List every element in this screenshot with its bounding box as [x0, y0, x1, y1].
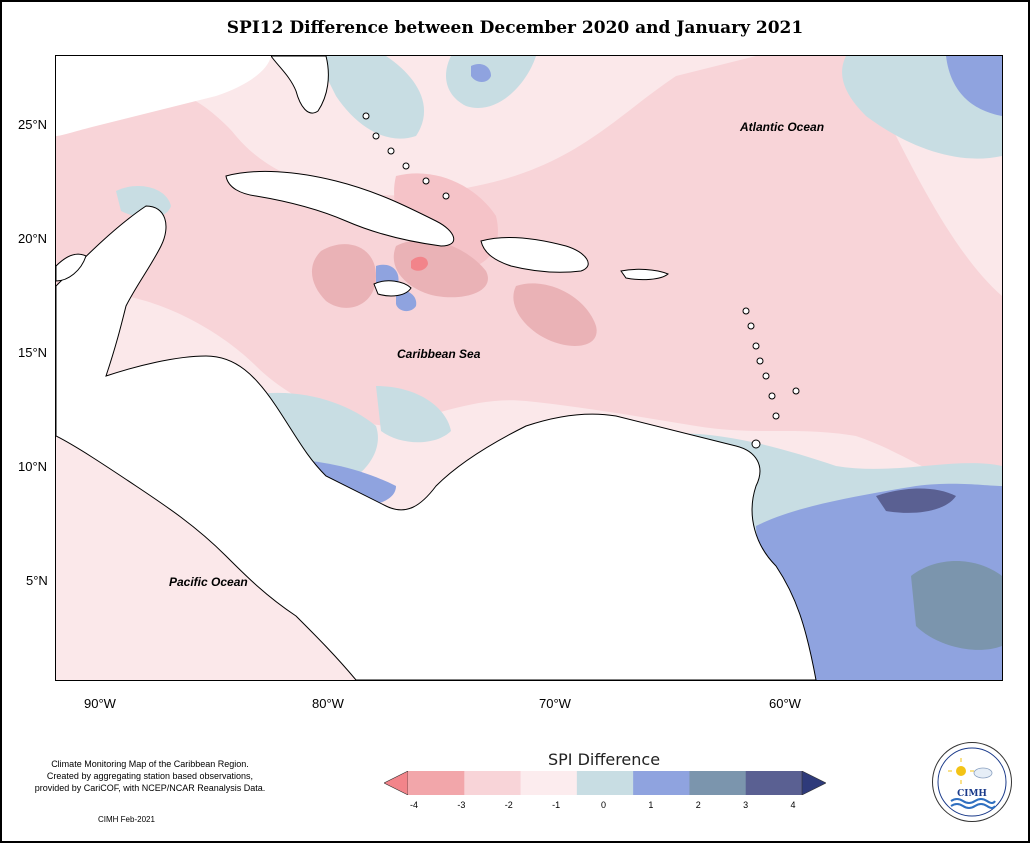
lat-label-5: 5°N — [26, 573, 48, 588]
logo-text: CIMH — [957, 789, 987, 799]
land-yucatan-tip — [56, 253, 87, 282]
credits-line-1: Climate Monitoring Map of the Caribbean … — [51, 759, 249, 769]
legend-segment — [633, 771, 690, 795]
legend-tick-label: 3 — [743, 800, 749, 810]
legend-arrow-right — [801, 771, 826, 795]
spi-field-plus-1a — [946, 56, 1002, 116]
cimh-emblem-icon — [937, 747, 1007, 817]
credits-line-2: Created by aggregating station based obs… — [46, 771, 254, 781]
land-jamaica — [373, 280, 412, 297]
legend-tick-label: -2 — [504, 800, 513, 810]
legend-arrow-left — [384, 771, 409, 795]
spi-field-plus-0a — [316, 56, 425, 139]
spi-field-plus-1b — [471, 64, 491, 82]
spi-field-plus-1e — [396, 290, 417, 312]
map-title: SPI12 Difference between December 2020 a… — [226, 18, 804, 38]
cimh-logo: CIMH — [932, 742, 1012, 822]
legend-segment — [689, 771, 747, 795]
spi-field-minus-2c — [513, 283, 597, 346]
legend-segment — [576, 771, 634, 795]
legend-tick-label: -1 — [552, 800, 561, 810]
land-central-south-america — [56, 205, 817, 680]
lat-label-25: 25°N — [18, 117, 48, 132]
spi-field-minus-2a — [311, 244, 376, 308]
legend-colorbar — [384, 771, 826, 795]
region-label-atlantic: Atlantic Ocean — [740, 120, 825, 134]
spi-field-plus-0b — [446, 56, 536, 108]
land-lesser-antilles — [742, 307, 800, 449]
legend-title: SPI Difference — [547, 750, 661, 769]
legend-tick-label: -3 — [457, 800, 466, 810]
land-bahamas — [362, 112, 450, 200]
legend-segment — [464, 771, 522, 795]
spi-map — [56, 56, 1002, 680]
map-panel[interactable] — [55, 55, 1003, 681]
lat-label-15: 15°N — [18, 345, 48, 360]
legend-tick-label: -4 — [409, 800, 419, 810]
lat-label-20: 20°N — [18, 231, 48, 246]
spi-field-plus-3 — [876, 488, 956, 513]
lat-label-10: 10°N — [18, 459, 48, 474]
legend-tick-label: 2 — [695, 800, 701, 810]
spi-field-minus-1 — [56, 56, 1002, 488]
spi-field-minus-2b — [393, 240, 488, 298]
spi-field-plus-0f — [376, 386, 451, 443]
map-credits: Climate Monitoring Map of the Caribbean … — [20, 758, 280, 794]
lon-label-80w: 80°W — [312, 696, 344, 711]
legend-segment — [408, 771, 465, 795]
land-gulf-north — [56, 56, 271, 136]
legend-segment — [745, 771, 803, 795]
region-label-pacific: Pacific Ocean — [169, 575, 248, 589]
spi-field-plus-2 — [911, 561, 1002, 650]
cimh-date-note: CIMH Feb-2021 — [98, 815, 155, 824]
legend-tick-label: 1 — [648, 800, 654, 810]
legend-segments — [408, 771, 803, 795]
land-florida — [270, 56, 329, 114]
legend-segment — [520, 771, 578, 795]
region-label-caribbean: Caribbean Sea — [397, 347, 481, 361]
lon-label-90w: 90°W — [84, 696, 116, 711]
legend-tick-label: 0 — [600, 800, 607, 810]
lon-label-60w: 60°W — [769, 696, 801, 711]
spi-field-minus-3 — [411, 256, 428, 271]
land-puerto-rico — [620, 268, 669, 281]
legend-tick-label: 4 — [790, 800, 796, 810]
lon-label-70w: 70°W — [539, 696, 571, 711]
credits-line-3: provided by CariCOF, with NCEP/NCAR Rean… — [34, 783, 266, 793]
land-hispaniola — [480, 236, 589, 273]
land-cuba — [225, 170, 454, 247]
